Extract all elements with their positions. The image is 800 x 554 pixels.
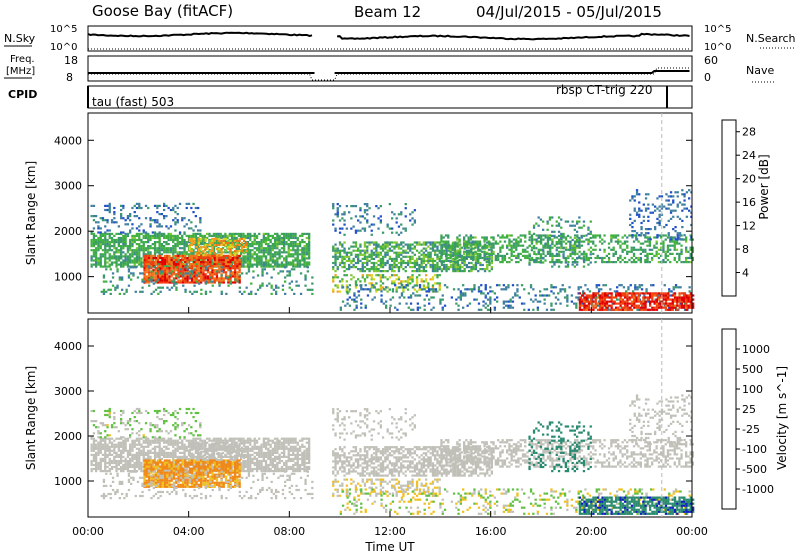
y-tick-label: 4000	[54, 340, 82, 353]
freq-trace	[88, 70, 690, 74]
power-ylabel: Slant Range [km]	[24, 161, 38, 265]
x-axis-ticks: 00:00 04:00 08:00 12:00 16:00 20:00 00:00	[72, 307, 708, 538]
colorbar-tick-label: 8	[742, 243, 749, 256]
nsky-label: N.Sky	[4, 32, 36, 45]
velocity-colorbar-title: Velocity [m s^-1]	[775, 366, 789, 470]
nave-tick-bottom: 0	[704, 71, 711, 84]
colorbar-tick-label: 4	[742, 267, 749, 280]
station-title: Goose Bay (fitACF)	[92, 2, 233, 20]
freq-label: Freq.	[10, 54, 35, 65]
cpid-label: CPID	[8, 88, 37, 101]
colorbar-tick-label: -500	[742, 463, 767, 476]
freq-unit: [MHz]	[6, 66, 35, 77]
nsearch-tick-top: 10^5	[704, 24, 731, 35]
colorbar-tick-label: 25	[742, 403, 756, 416]
velocity-heatmap	[90, 394, 695, 515]
x-tick-label: 00:00	[676, 525, 708, 538]
power-y-ticks: 1000 2000 3000 4000	[54, 134, 692, 284]
nave-tick-top: 60	[704, 54, 718, 67]
date-range: 04/Jul/2015 - 05/Jul/2015	[476, 3, 662, 21]
colorbar-tick-label: 100	[742, 383, 763, 396]
nsky-trace	[87, 31, 690, 41]
nsearch-tick-bottom: 10^0	[704, 42, 731, 53]
colorbar-tick-label: -25	[742, 423, 760, 436]
colorbar-frame	[721, 119, 737, 297]
colorbar-frame	[721, 328, 737, 510]
colorbar-tick-label: 1000	[742, 343, 770, 356]
x-tick-label: 16:00	[475, 525, 507, 538]
freq-tick-bottom: 8	[66, 71, 73, 84]
y-tick-label: 1000	[54, 475, 82, 488]
nsky-tick-top: 10^5	[50, 24, 77, 35]
cpid-left-mode: tau (fast) 503	[92, 95, 174, 109]
y-tick-label: 3000	[54, 385, 82, 398]
x-tick-label: 20:00	[575, 525, 607, 538]
velocity-colorbar: 1000 500 100 25 -25 -100 -500 -1000	[721, 328, 774, 510]
freq-panel-frame	[87, 55, 693, 82]
nsky-tick-bottom: 10^0	[50, 42, 77, 53]
x-tick-label: 04:00	[173, 525, 205, 538]
colorbar-tick-label: 20	[742, 173, 756, 186]
power-colorbar: 4 8 12 16 20 24 28	[721, 119, 756, 297]
freq-tick-top: 18	[64, 54, 78, 67]
x-tick-label: 08:00	[273, 525, 305, 538]
x-tick-label: 12:00	[374, 525, 406, 538]
y-tick-label: 2000	[54, 430, 82, 443]
x-tick-label: 00:00	[72, 525, 104, 538]
nave-label: Nave	[746, 64, 774, 77]
colorbar-tick-label: 28	[742, 126, 756, 139]
colorbar-tick-label: 500	[742, 363, 763, 376]
y-tick-label: 3000	[54, 180, 82, 193]
power-heatmap	[90, 189, 695, 311]
velocity-y-ticks: 1000 2000 3000 4000	[54, 340, 692, 488]
beam-label: Beam 12	[354, 3, 421, 21]
y-tick-label: 4000	[54, 134, 82, 147]
colorbar-tick-label: 16	[742, 196, 756, 209]
colorbar-tick-label: 24	[742, 149, 756, 162]
colorbar-tick-label: 12	[742, 220, 756, 233]
cpid-right-mode: rbsp CT-trig 220	[556, 83, 652, 97]
velocity-ylabel: Slant Range [km]	[24, 366, 38, 470]
y-tick-label: 2000	[54, 225, 82, 238]
colorbar-tick-label: -1000	[742, 483, 774, 496]
nsearch-label: N.Search	[746, 32, 796, 45]
nsky-panel-frame	[87, 25, 693, 52]
x-axis-label: Time UT	[364, 540, 415, 554]
colorbar-tick-label: -100	[742, 443, 767, 456]
power-colorbar-title: Power [dB]	[757, 154, 771, 219]
y-tick-label: 1000	[54, 271, 82, 284]
